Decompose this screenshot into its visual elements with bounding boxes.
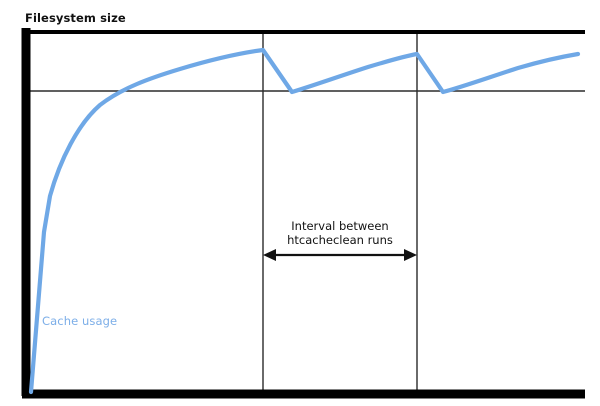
filesystem-size-label: Filesystem size bbox=[25, 11, 126, 25]
cache-usage-curve bbox=[28, 47, 581, 395]
interval-annotation-line-1: Interval between bbox=[291, 219, 389, 233]
interval-annotation-line-2: htcacheclean runs bbox=[287, 233, 393, 248]
interval-annotation-label: Interval between htcacheclean runs bbox=[265, 219, 415, 248]
cache-usage-label: Cache usage bbox=[42, 314, 118, 328]
interval-arrow-head-left bbox=[263, 249, 276, 261]
interval-arrow-head-right bbox=[404, 249, 417, 261]
interval-arrow bbox=[263, 249, 417, 261]
